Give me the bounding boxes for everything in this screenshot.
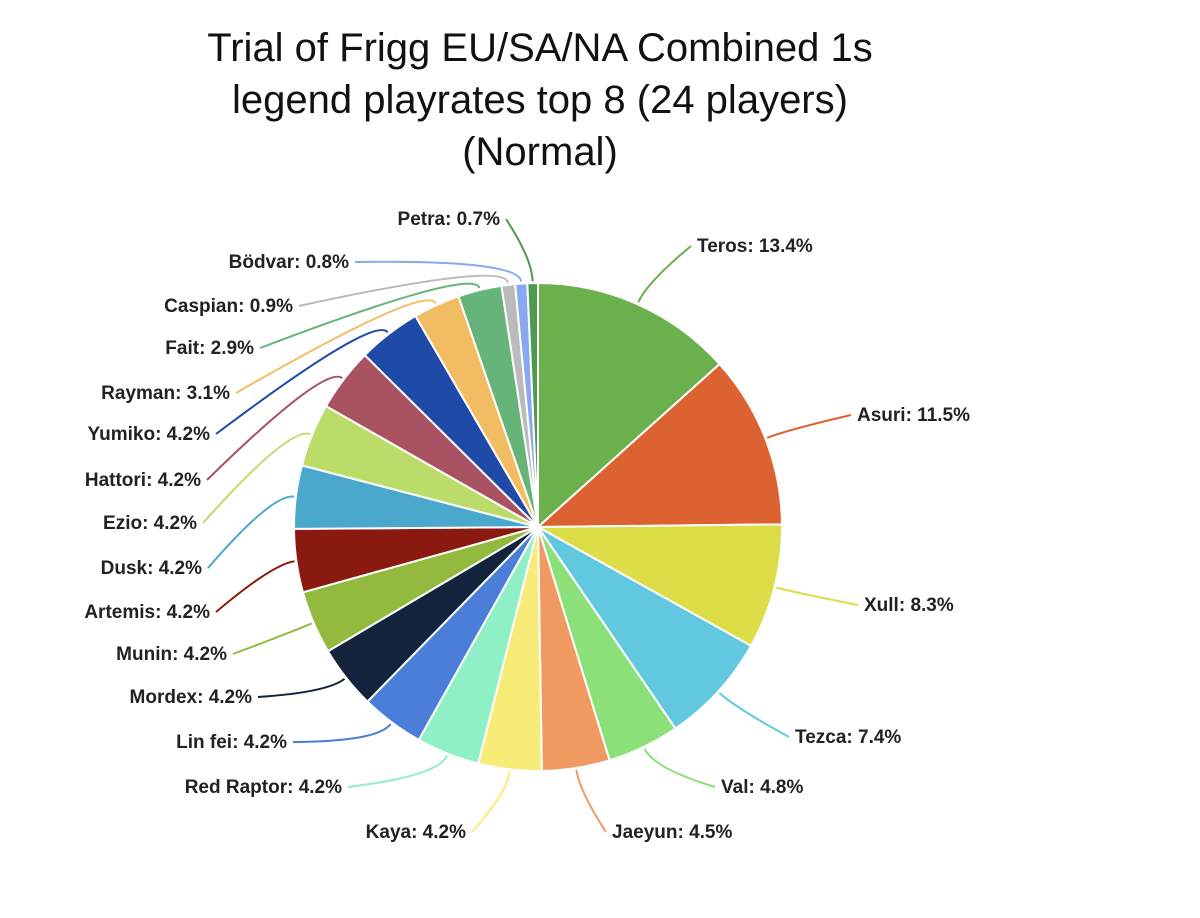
leader-line-jaeyun <box>575 769 607 833</box>
leader-line-teros <box>637 245 692 303</box>
slice-label-hattori: Hattori: 4.2% <box>85 470 201 491</box>
pie-slice-teros <box>537 281 722 530</box>
leader-line-rayman <box>235 299 437 394</box>
leader-line-b-dvar <box>354 260 523 282</box>
chart-title-line-1: Trial of Frigg EU/SA/NA Combined 1s <box>207 26 873 70</box>
leader-line-red-raptor <box>347 755 448 788</box>
slice-label-asuri: Asuri: 11.5% <box>857 405 970 426</box>
leader-line-fait <box>259 282 481 349</box>
slice-label-artemis: Artemis: 4.2% <box>84 602 210 623</box>
slice-label-b-dvar: Bödvar: 0.8% <box>229 252 349 273</box>
leader-line-yumiko <box>215 329 389 435</box>
slice-label-fait: Fait: 2.9% <box>165 338 254 359</box>
slice-label-teros: Teros: 13.4% <box>697 236 813 257</box>
leader-line-artemis <box>215 560 295 613</box>
leader-line-hattori <box>206 375 343 481</box>
leader-line-lin-fei <box>292 723 392 743</box>
leader-line-caspian <box>298 274 509 307</box>
slice-label-jaeyun: Jaeyun: 4.5% <box>612 822 732 843</box>
leader-line-tezca <box>718 692 790 738</box>
slice-label-munin: Munin: 4.2% <box>116 644 227 665</box>
slice-label-ezio: Ezio: 4.2% <box>103 513 197 534</box>
slice-label-kaya: Kaya: 4.2% <box>366 822 466 843</box>
chart-title-line-2: legend playrates top 8 (24 players) <box>232 78 848 122</box>
slice-label-xull: Xull: 8.3% <box>864 595 954 616</box>
leader-line-munin <box>232 622 313 655</box>
slice-label-rayman: Rayman: 3.1% <box>101 383 230 404</box>
chart-title-line-3: (Normal) <box>462 130 618 174</box>
pie-slice-petra <box>526 281 539 528</box>
slice-label-caspian: Caspian: 0.9% <box>164 296 293 317</box>
leader-line-dusk <box>207 495 295 569</box>
leader-line-xull <box>776 586 859 606</box>
leader-line-petra <box>505 218 534 282</box>
slice-label-yumiko: Yumiko: 4.2% <box>88 424 211 445</box>
slice-label-lin-fei: Lin fei: 4.2% <box>176 732 287 753</box>
slice-label-red-raptor: Red Raptor: 4.2% <box>185 777 342 798</box>
chart-title: Trial of Frigg EU/SA/NA Combined 1s lege… <box>60 22 1020 178</box>
leader-line-kaya <box>471 771 511 833</box>
slice-label-mordex: Mordex: 4.2% <box>130 687 253 708</box>
slice-label-petra: Petra: 0.7% <box>398 209 501 230</box>
slice-label-val: Val: 4.8% <box>721 777 803 798</box>
pie-slice-tezca <box>537 526 753 731</box>
slice-label-dusk: Dusk: 4.2% <box>101 558 202 579</box>
leader-line-mordex <box>257 678 346 698</box>
leader-line-ezio <box>202 432 311 524</box>
leader-line-asuri <box>766 414 852 439</box>
slice-label-tezca: Tezca: 7.4% <box>795 727 901 748</box>
leader-line-val <box>643 748 716 788</box>
pie-slice-asuri <box>535 362 784 529</box>
pie-slice-xull <box>534 523 783 648</box>
